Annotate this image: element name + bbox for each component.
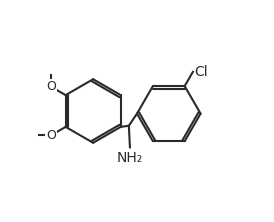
Text: O: O [47,80,56,93]
Text: Cl: Cl [195,65,208,79]
Text: O: O [47,129,56,142]
Text: NH₂: NH₂ [117,151,143,165]
